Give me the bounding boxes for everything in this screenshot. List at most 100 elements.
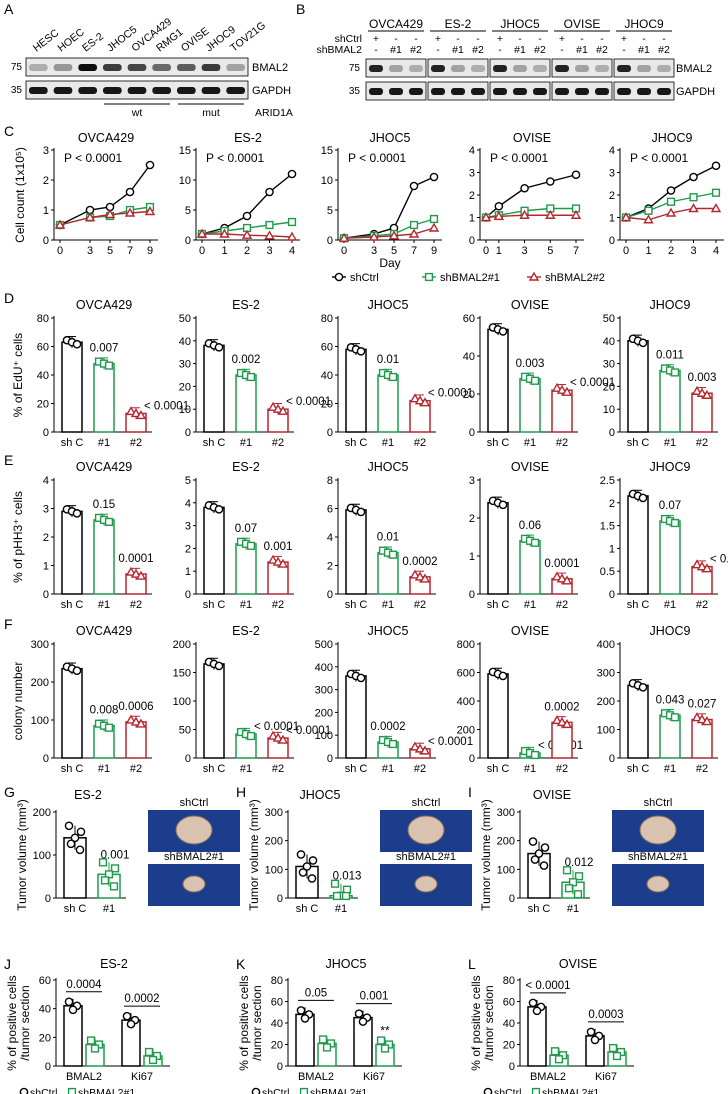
condition-value: #1 — [638, 44, 650, 56]
blot-band — [595, 88, 609, 95]
data-point — [408, 228, 420, 238]
chart-title: JHOC5 — [300, 788, 341, 802]
protein-label: GAPDH — [252, 85, 291, 97]
panel-letter: L — [468, 956, 476, 972]
y-tick-label: 8 — [327, 475, 333, 487]
panel-tumor-ovise: I OVISE Tumor volume (mm³) 0 100 200 300 sh C #1… — [468, 784, 704, 915]
y-tick-label: 40 — [503, 1018, 515, 1030]
y-tick-label: 3 — [469, 168, 475, 180]
blot-band — [533, 88, 547, 95]
replicate-point — [534, 849, 544, 858]
tumor-specimen — [182, 875, 206, 893]
y-tick-label: 2 — [185, 543, 191, 555]
replicate-point — [498, 671, 508, 681]
chart-title: OVISE — [513, 131, 551, 145]
replicate-point — [64, 821, 74, 831]
replicate-point — [66, 839, 76, 849]
y-tick-label: 40 — [37, 370, 49, 382]
replicate-point — [300, 1014, 310, 1023]
y-tick-label: 10 — [321, 175, 333, 187]
category-label: sh C — [345, 763, 368, 775]
y-axis-title: /tumor section — [482, 985, 496, 1060]
p-value: 0.0003 — [588, 1009, 623, 1021]
y-tick-label: 2.5 — [600, 475, 615, 487]
replicate-point — [144, 1047, 154, 1057]
data-point — [545, 209, 556, 219]
y-tick-label: 20 — [179, 381, 191, 393]
y-tick-label: 30 — [603, 359, 615, 371]
image-label: shBMAL2#1 — [628, 851, 688, 863]
replicate-point — [72, 339, 82, 349]
replicate-point — [528, 998, 538, 1008]
data-point — [666, 197, 676, 206]
replicate-point — [530, 750, 540, 760]
category-label: sh C — [487, 599, 510, 611]
x-tick-label: 2 — [668, 245, 674, 257]
panel-growth-jhoc9: JHOC9 0 1 2 3 4 0 1 2 3 4 P < 0.0001 — [609, 131, 724, 257]
condition-value: - — [642, 33, 646, 45]
legend-ihc: shCtrl shBMAL2#1 — [483, 1087, 599, 1094]
p-value: 0.07 — [659, 500, 681, 512]
category-label: sh C — [487, 763, 510, 775]
replicate-point — [388, 372, 398, 382]
condition-value: #2 — [534, 44, 546, 56]
y-tick-label: 2 — [609, 190, 615, 202]
x-axis-title: Day — [379, 256, 400, 270]
replicate-point — [110, 864, 120, 873]
x-tick-label: 0 — [483, 245, 489, 257]
data-point — [54, 219, 66, 229]
category-label: #1 — [240, 763, 252, 775]
category-label: sh C — [528, 903, 551, 915]
data-point — [494, 201, 504, 211]
replicate-point — [638, 683, 648, 692]
condition-value: - — [580, 33, 584, 45]
chart-title: ES-2 — [100, 957, 128, 971]
condition-value: #2 — [472, 44, 484, 56]
blot-band — [226, 64, 245, 71]
legend-label: shCtrl — [262, 1087, 289, 1094]
x-tick-label: 9 — [431, 245, 437, 257]
replicate-point — [318, 1035, 328, 1044]
x-tick-label: 7 — [127, 245, 133, 257]
protein-label: BMAL2 — [676, 63, 712, 75]
protein-label: BMAL2 — [252, 62, 288, 74]
condition-value: - — [394, 33, 398, 45]
p-value: 0.012 — [565, 857, 594, 869]
y-tick-label: 300 — [265, 807, 283, 819]
panel-edu-ovca429: D OVCA429 % of EdU⁺ cells 0 20 40 60 80 sh C #1 0.… — [4, 290, 189, 449]
replicate-point — [86, 1036, 96, 1045]
chart-title: OVCA429 — [76, 624, 132, 638]
replicate-point — [98, 858, 108, 867]
blot-band — [657, 88, 671, 95]
replicate-point — [64, 997, 74, 1007]
replicate-point — [414, 743, 426, 753]
category-label: BMAL2 — [530, 1071, 566, 1083]
blot-band — [493, 88, 507, 95]
category-label: #1 — [240, 599, 252, 611]
replicate-point — [532, 1006, 542, 1016]
x-tick-label: 3 — [690, 245, 696, 257]
category-label: #2 — [696, 763, 708, 775]
x-tick-label: 5 — [107, 245, 113, 257]
bar — [93, 519, 115, 595]
replicate-point — [409, 741, 421, 751]
x-tick-label: 0 — [57, 245, 63, 257]
y-tick-label: 0 — [609, 753, 615, 765]
replicate-point — [498, 327, 508, 336]
condition-label: shCtrl — [335, 33, 362, 45]
replicate-point — [388, 739, 398, 749]
category-label: #2 — [272, 763, 284, 775]
bar — [203, 663, 225, 759]
p-value: < 0.0001 — [254, 721, 299, 733]
replicate-point — [573, 890, 583, 899]
blot-band — [575, 88, 589, 95]
y-tick-label: 0 — [43, 753, 49, 765]
data-point — [689, 172, 698, 182]
y-tick-label: 150 — [173, 668, 191, 680]
replicate-point — [554, 1055, 564, 1064]
blot-band — [451, 65, 465, 72]
replicate-point — [696, 714, 708, 724]
x-tick-label: 3 — [266, 245, 272, 257]
